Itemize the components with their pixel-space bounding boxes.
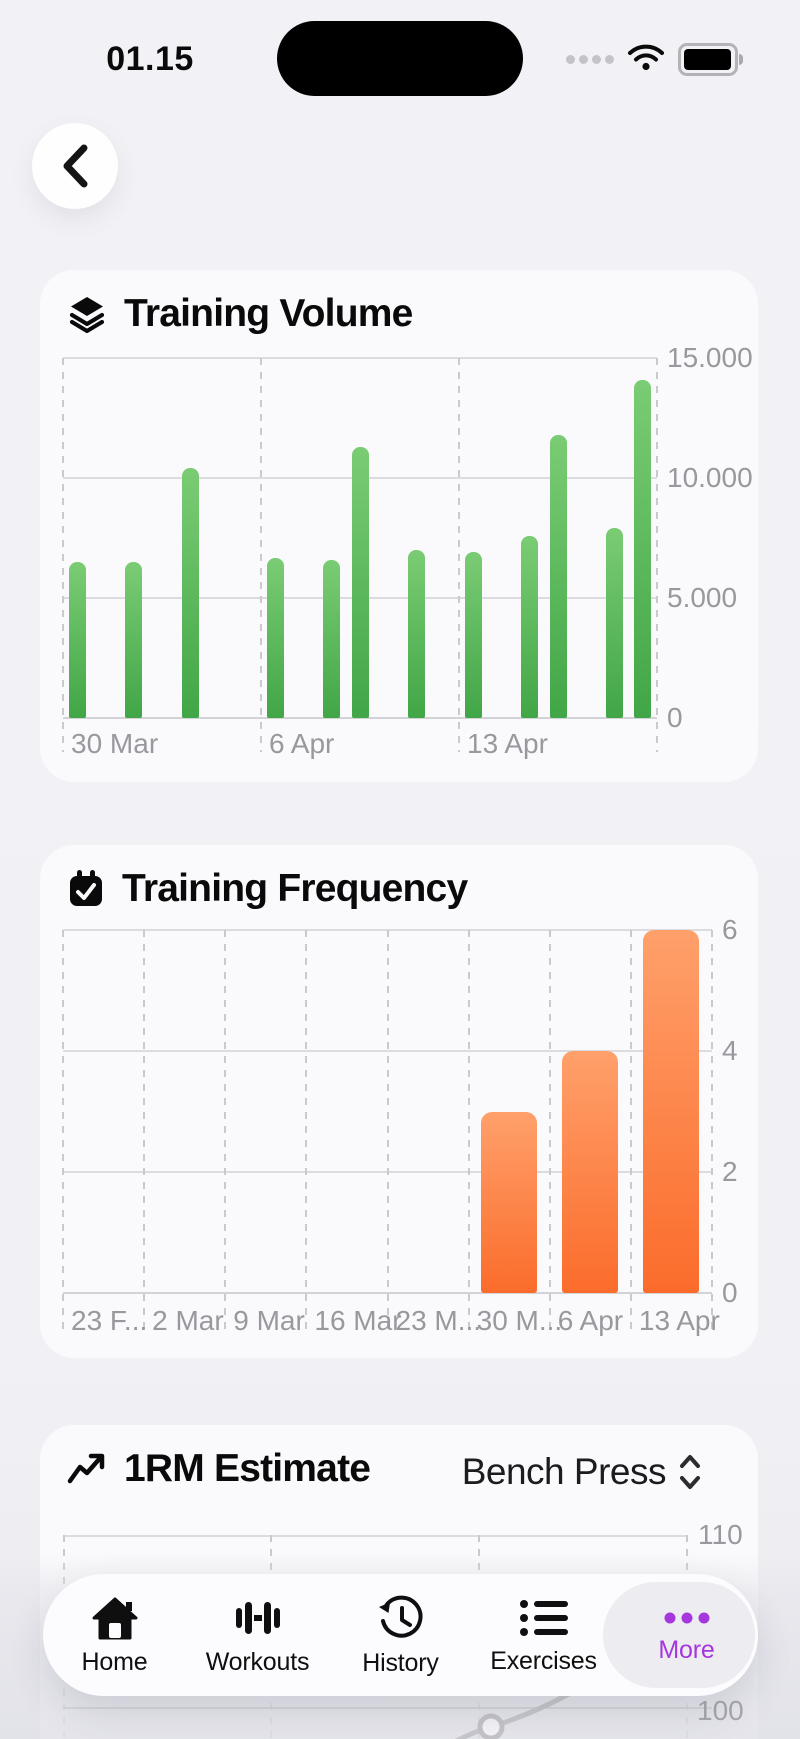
home-icon [92, 1597, 137, 1640]
volume-bar [606, 528, 624, 718]
active-tab-highlight [603, 1582, 755, 1688]
training-volume-title: Training Volume [124, 292, 413, 335]
y-axis-tick: 0 [667, 702, 683, 733]
chevron-left-icon [63, 144, 88, 188]
training-frequency-title: Training Frequency [122, 867, 468, 910]
training-frequency-chart: 6 4 2 0 23 F... 2 Mar 9 Mar 16 Mar 23 M... 30 M..… [62, 914, 738, 1336]
grid-line [63, 1707, 712, 1709]
training-volume-header: Training Volume [67, 292, 413, 336]
dynamic-island [277, 21, 523, 96]
one-rm-title: 1RM Estimate [124, 1447, 371, 1490]
y-axis-tick: 15.000 [667, 342, 753, 373]
y-axis-tick: 4 [722, 1035, 738, 1066]
one-rm-header: 1RM Estimate [67, 1447, 371, 1491]
tab-exercises[interactable]: Exercises [472, 1574, 615, 1696]
x-axis-label: 9 Mar [233, 1305, 305, 1336]
volume-bar [68, 562, 86, 718]
volume-bar [634, 379, 652, 718]
tab-home-label: Home [81, 1648, 148, 1676]
grid-line [260, 358, 262, 752]
y-axis-tick: 2 [722, 1156, 738, 1187]
grid-line [548, 930, 551, 1329]
x-axis-label: 2 Mar [152, 1305, 224, 1336]
battery-icon [678, 42, 743, 76]
x-axis-label: 30 M... [476, 1305, 563, 1336]
history-icon [378, 1595, 422, 1638]
grid-line [62, 358, 64, 752]
y-axis-tick: 5.000 [667, 582, 738, 613]
layers-icon [67, 294, 107, 334]
volume-bar [181, 468, 199, 718]
volume-bar [323, 559, 341, 718]
grid-line [63, 357, 657, 359]
grid-line [386, 930, 389, 1329]
back-button[interactable] [32, 123, 118, 209]
y-axis-tick: 6 [722, 914, 738, 945]
y-axis-tick: 0 [722, 1277, 738, 1308]
volume-bar [266, 558, 284, 718]
grid-line [143, 930, 146, 1329]
volume-bar [549, 434, 567, 718]
grid-line [467, 930, 470, 1329]
tab-more-label: More [658, 1636, 715, 1664]
list-icon [519, 1600, 568, 1636]
frequency-bar [481, 1111, 538, 1293]
x-axis-label: 13 Apr [638, 1305, 720, 1336]
tab-more[interactable]: More [615, 1574, 758, 1696]
grid-line [656, 358, 658, 752]
wifi-icon [627, 43, 665, 76]
grid-line [62, 930, 64, 1329]
x-axis-label: 23 F... [71, 1305, 148, 1336]
training-frequency-header: Training Frequency [67, 867, 468, 911]
grid-line [63, 717, 657, 719]
volume-bar [125, 562, 143, 718]
ellipsis-icon [664, 1612, 709, 1624]
volume-bar [521, 535, 539, 718]
volume-bar [351, 446, 369, 718]
training-volume-chart: 15.000 10.000 5.000 0 30 Mar 6 Apr 13 Apr [62, 342, 753, 759]
volume-bar [408, 550, 426, 718]
trending-up-icon [67, 1452, 107, 1486]
grid-line [629, 930, 632, 1329]
grid-line [711, 930, 713, 1329]
tab-bar: Home Workouts History [43, 1574, 758, 1696]
tab-home[interactable]: Home [43, 1574, 186, 1696]
tab-history-label: History [362, 1649, 439, 1677]
calendar-check-icon [67, 869, 105, 909]
tab-history[interactable]: History [329, 1574, 472, 1696]
y-axis-tick: 100 [697, 1695, 744, 1726]
frequency-bar [562, 1051, 619, 1293]
grid-line [224, 930, 227, 1329]
dumbbell-icon [235, 1602, 280, 1634]
tab-exercises-label: Exercises [490, 1647, 597, 1675]
grid-line [63, 1535, 688, 1537]
tab-workouts-label: Workouts [205, 1648, 310, 1676]
frequency-bar [643, 930, 700, 1293]
grid-line [305, 930, 308, 1329]
x-axis-label: 13 Apr [467, 728, 548, 759]
tab-workouts[interactable]: Workouts [186, 1574, 329, 1696]
chevron-up-down-icon [680, 1455, 700, 1489]
grid-line [458, 358, 460, 752]
status-icons [566, 42, 743, 76]
exercise-selector-label: Bench Press [461, 1451, 667, 1492]
status-time: 01.15 [106, 40, 194, 78]
y-axis-tick: 110 [698, 1519, 743, 1550]
x-axis-label: 30 Mar [71, 728, 159, 759]
x-axis-label: 6 Apr [269, 728, 335, 759]
x-axis-label: 23 M... [395, 1305, 482, 1336]
exercise-selector[interactable]: Bench Press [462, 1451, 702, 1493]
y-axis-tick: 10.000 [667, 462, 753, 493]
x-axis-label: 16 Mar [314, 1305, 402, 1336]
cellular-signal-icon [566, 54, 614, 64]
x-axis-label: 6 Apr [557, 1305, 624, 1336]
volume-bar [464, 552, 482, 718]
